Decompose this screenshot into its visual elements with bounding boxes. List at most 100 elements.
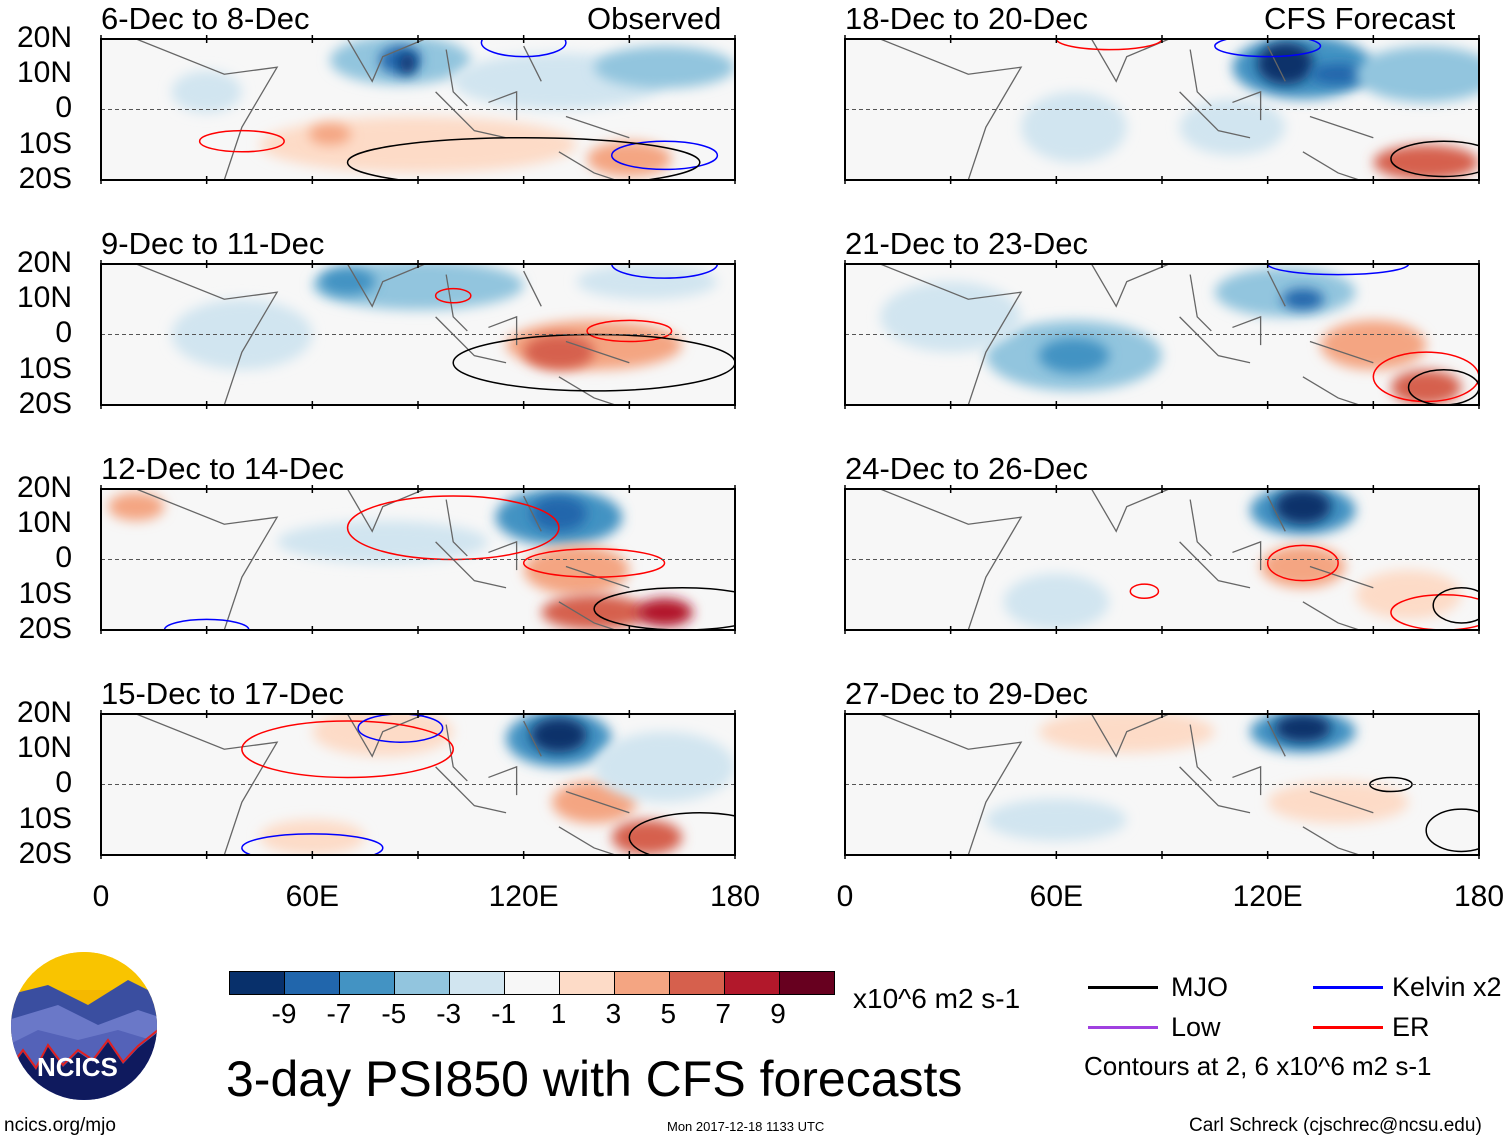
- legend-low-line: [1088, 1026, 1158, 1029]
- contour-mjo: [1432, 586, 1479, 624]
- psi-anomaly-region: [1038, 338, 1110, 374]
- contour-er: [198, 129, 285, 153]
- contour-er: [1129, 583, 1160, 600]
- legend-low-label: Low: [1171, 1012, 1221, 1042]
- psi-anomaly-region: [277, 520, 489, 564]
- psi-anomaly-region: [611, 819, 683, 855]
- lat-label: 10S: [18, 351, 72, 385]
- legend-kelvin-line: [1313, 986, 1383, 989]
- psi-anomaly-region: [523, 334, 595, 370]
- contour-mjo: [346, 136, 701, 180]
- footer-url[interactable]: ncics.org/mjo: [4, 1115, 116, 1136]
- psi-anomaly-region: [1355, 46, 1479, 103]
- coastline: [879, 264, 1374, 405]
- psi-anomaly-region: [1320, 320, 1427, 370]
- psi-anomaly-region: [530, 717, 588, 753]
- colorbar-label: -7: [326, 998, 352, 1029]
- legend-kelvin-label: Kelvin x2: [1392, 972, 1502, 1002]
- contour-er: [1055, 39, 1163, 51]
- contour-mjo: [1407, 369, 1479, 405]
- contour-kelvin: [610, 140, 719, 171]
- colorbar-swatch: [505, 972, 560, 994]
- lat-label: 20N: [16, 471, 72, 504]
- psi-anomaly-region: [312, 714, 454, 757]
- lat-label: 10N: [16, 506, 72, 540]
- psi-anomaly-region: [1179, 98, 1286, 156]
- lat-label: 20S: [18, 836, 72, 870]
- panel-title: 6-Dec to 8-Dec: [101, 1, 310, 36]
- psi-anomaly-region: [541, 594, 647, 630]
- lon-label: 60E: [285, 880, 340, 913]
- figure-title: 3-day PSI850 with CFS forecasts: [226, 1051, 963, 1107]
- psi-anomaly-region: [594, 731, 735, 803]
- lon-label: 60E: [1029, 880, 1084, 913]
- lat-label: 0: [55, 316, 72, 350]
- psi-anomaly-region: [108, 492, 165, 521]
- lat-label: 20S: [18, 386, 72, 420]
- legend-mjo-line: [1088, 986, 1158, 989]
- contour-kelvin: [241, 833, 384, 855]
- colorbar-swatch: [615, 972, 670, 994]
- psi-anomaly-region: [171, 70, 242, 114]
- lat-label: 20S: [18, 611, 72, 645]
- psi-anomaly-region: [308, 123, 352, 145]
- coastline: [879, 714, 1374, 855]
- contour-er: [1390, 594, 1479, 630]
- lon-label: 120E: [1232, 880, 1303, 913]
- lat-label: 10N: [16, 56, 72, 90]
- colorbar-units: x10^6 m2 s-1: [853, 983, 1021, 1014]
- psi-anomaly-region: [400, 53, 415, 75]
- psi-anomaly-region: [576, 264, 718, 300]
- map-panel: [100, 485, 736, 634]
- colorbar-label: 5: [660, 998, 677, 1029]
- panel-title: 12-Dec to 14-Dec: [101, 451, 344, 486]
- panel-title: 24-Dec to 26-Dec: [845, 451, 1088, 486]
- psi-anomaly-region: [1355, 570, 1462, 620]
- contour-er: [434, 287, 472, 304]
- forecast-label: CFS Forecast: [1264, 1, 1456, 36]
- colorbar-label: -1: [491, 998, 517, 1029]
- colorbar-swatch: [780, 972, 834, 994]
- contour-kelvin: [610, 264, 719, 279]
- psi-anomaly-region: [259, 819, 366, 855]
- coastline: [135, 39, 630, 180]
- lon-label: 0: [92, 880, 110, 913]
- psi-anomaly-region: [259, 116, 577, 173]
- contour-er: [1266, 544, 1339, 582]
- map-panel: [100, 260, 736, 409]
- colorbar-swatch: [450, 972, 505, 994]
- colorbar-label: -5: [381, 998, 407, 1029]
- footer-timestamp: Mon 2017-12-18 1133 UTC: [667, 1119, 825, 1134]
- colorbar-label: 1: [550, 998, 567, 1029]
- footer-credit: Carl Schreck (cjschrec@ncsu.edu): [1189, 1115, 1482, 1136]
- lon-label: 180: [709, 880, 761, 913]
- panel-title: 15-Dec to 17-Dec: [101, 676, 344, 711]
- psi-anomaly-region: [379, 46, 422, 75]
- psi-anomaly-region: [1390, 369, 1462, 405]
- contour-er: [241, 720, 454, 779]
- lon-label: 180: [1453, 880, 1505, 913]
- colorbar-label: -3: [436, 998, 462, 1029]
- colorbar-swatch: [285, 972, 340, 994]
- coastline: [879, 39, 1374, 180]
- map-panel: [844, 260, 1480, 409]
- contour-mjo: [1425, 808, 1479, 853]
- lat-label: 20N: [16, 21, 72, 54]
- colorbar-swatch: [230, 972, 285, 994]
- psi-anomaly-region: [1267, 780, 1409, 824]
- colorbar-label: -9: [271, 998, 297, 1029]
- lat-label: 10S: [18, 801, 72, 835]
- colorbar-label: 9: [770, 998, 786, 1029]
- colorbar-label: 7: [715, 998, 731, 1029]
- psi-anomaly-region: [1257, 42, 1314, 85]
- colorbar: [229, 971, 835, 995]
- contour-er: [522, 548, 666, 578]
- psi-anomaly-region: [1038, 714, 1215, 753]
- colorbar-swatch: [560, 972, 615, 994]
- map-panel: [844, 485, 1480, 634]
- psi-anomaly-region: [1309, 63, 1367, 85]
- colorbar-swatch: [670, 972, 725, 994]
- map-panel: [100, 710, 736, 859]
- map-panel: [844, 35, 1480, 184]
- contour-kelvin: [357, 714, 444, 743]
